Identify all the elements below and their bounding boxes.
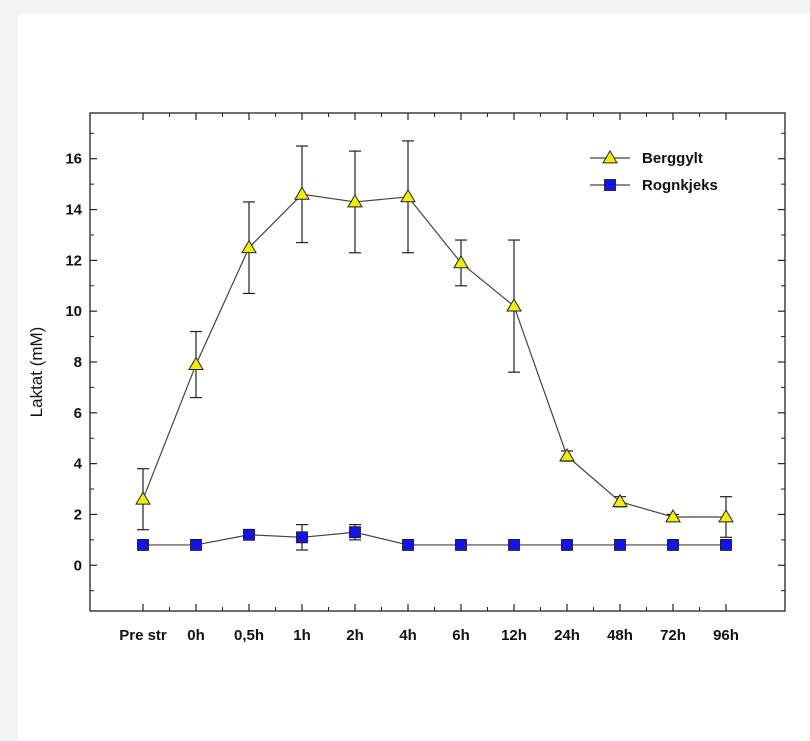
legend-item-rognkjeks: Rognkjeks xyxy=(590,177,718,194)
data-point-rognkjeks xyxy=(296,531,308,544)
data-point-rognkjeks xyxy=(455,539,467,551)
x-tick-label: 4h xyxy=(399,627,417,644)
data-point-rognkjeks xyxy=(137,539,149,551)
data-point-berggylt xyxy=(241,239,257,254)
data-point-rognkjeks xyxy=(508,539,520,551)
data-point-rognkjeks xyxy=(190,539,202,551)
y-tick-label: 12 xyxy=(65,252,82,269)
x-tick-label: 1h xyxy=(293,627,311,644)
legend-marker-rognkjeks xyxy=(604,179,616,191)
line-chart: 0 2 4 6 8 10 12 14 16 Pre str 0h 0,5h 1h 2h 4h 6h 12h 24h… xyxy=(27,112,786,644)
x-tick-label: 72h xyxy=(660,627,686,644)
data-point-berggylt xyxy=(135,491,151,505)
data-point-berggylt xyxy=(453,254,469,269)
data-point-berggylt xyxy=(612,493,628,508)
chart-figure: 0 2 4 6 8 10 12 14 16 Pre str 0h 0,5h 1h 2h 4h 6h 12h 24h… xyxy=(18,14,810,741)
legend-marker-berggylt xyxy=(602,150,618,164)
x-tick-label: 0h xyxy=(187,627,205,644)
series-berggylt xyxy=(135,140,734,538)
data-point-berggylt xyxy=(506,298,522,312)
x-tick-label: 2h xyxy=(346,627,364,644)
legend: Berggylt Rognkjeks xyxy=(590,150,718,194)
y-axis-title: Laktat (mM) xyxy=(27,327,46,418)
x-tick-label: 96h xyxy=(713,627,739,644)
y-tick-label: 14 xyxy=(65,202,82,219)
data-point-rognkjeks xyxy=(561,539,573,551)
data-point-rognkjeks xyxy=(614,539,626,551)
y-tick-label: 8 xyxy=(74,354,82,371)
x-tick-label: Pre str xyxy=(119,627,167,644)
y-tick-label: 4 xyxy=(74,456,83,473)
x-tick-label: 12h xyxy=(501,627,527,644)
x-tick-label: 48h xyxy=(607,627,633,644)
legend-label-berggylt: Berggylt xyxy=(642,150,703,167)
x-tick-label: 24h xyxy=(554,627,580,644)
y-tick-label: 6 xyxy=(74,405,82,422)
y-tick-label: 10 xyxy=(65,303,82,320)
data-point-berggylt xyxy=(294,186,310,200)
x-tick-label: 6h xyxy=(452,627,470,644)
data-point-berggylt xyxy=(718,509,734,523)
legend-label-rognkjeks: Rognkjeks xyxy=(642,177,718,194)
data-point-rognkjeks xyxy=(402,539,414,551)
series-line-berggylt xyxy=(142,193,726,518)
data-point-berggylt xyxy=(559,448,575,462)
series-rognkjeks xyxy=(137,524,732,551)
legend-item-berggylt: Berggylt xyxy=(590,150,703,167)
data-point-rognkjeks xyxy=(667,539,679,551)
data-point-rognkjeks xyxy=(243,528,255,541)
data-point-berggylt xyxy=(188,356,204,370)
y-tick-label: 2 xyxy=(74,506,82,523)
x-tick-label: 0,5h xyxy=(234,627,264,644)
y-tick-label: 16 xyxy=(65,151,82,168)
data-point-berggylt xyxy=(400,188,416,203)
data-point-berggylt xyxy=(665,509,681,523)
data-point-berggylt xyxy=(347,193,363,208)
series-line-rognkjeks xyxy=(143,531,726,546)
data-point-rognkjeks xyxy=(349,526,361,539)
y-tick-label: 0 xyxy=(74,557,82,574)
data-point-rognkjeks xyxy=(720,539,732,551)
